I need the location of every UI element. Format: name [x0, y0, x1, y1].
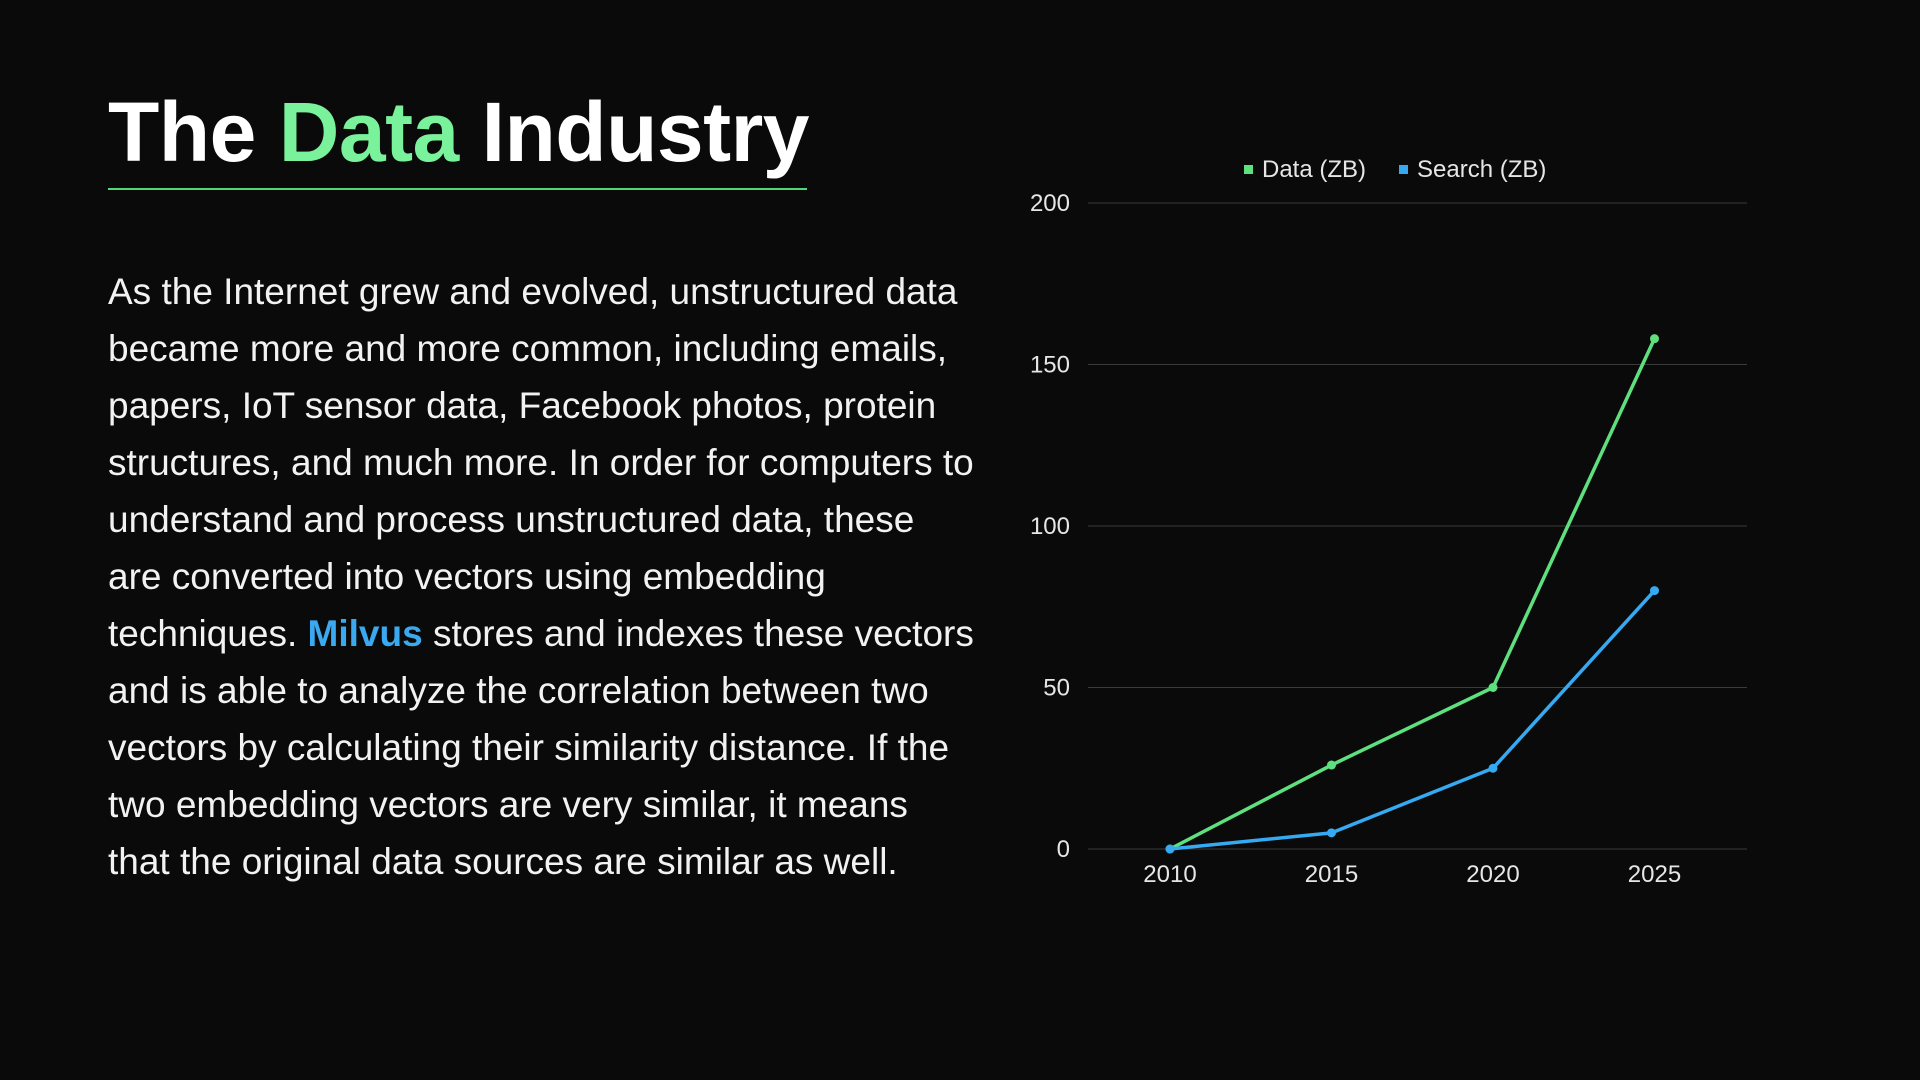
body-paragraph: As the Internet grew and evolved, unstru… — [108, 263, 978, 890]
series-line-data — [1168, 336, 1657, 851]
body-text-after: stores and indexes these vectors and is … — [108, 613, 974, 882]
data-point-data — [1488, 683, 1498, 692]
series-line-search — [1168, 588, 1657, 851]
data-point-search — [1650, 586, 1659, 596]
x-tick-label: 2020 — [1466, 861, 1519, 888]
y-tick-label: 200 — [1030, 190, 1070, 217]
legend-label-data: Data (ZB) — [1262, 156, 1366, 183]
x-axis-ticks: 2010 2015 2020 2025 — [1143, 861, 1681, 888]
title-part-2: Industry — [458, 85, 810, 179]
y-tick-label: 0 — [1057, 836, 1070, 863]
body-text-before: As the Internet grew and evolved, unstru… — [108, 271, 974, 654]
data-point-search — [1488, 763, 1498, 773]
y-tick-label: 50 — [1043, 675, 1070, 702]
y-tick-label: 100 — [1030, 513, 1070, 540]
title-highlight: Data — [278, 85, 460, 179]
data-point-data — [1327, 760, 1336, 770]
x-tick-label: 2015 — [1305, 861, 1358, 888]
data-point-data — [1650, 334, 1659, 344]
legend-marker-data — [1244, 165, 1253, 174]
x-tick-label: 2025 — [1628, 861, 1681, 888]
title-underline — [108, 188, 807, 190]
legend-marker-search — [1399, 165, 1408, 174]
x-tick-label: 2010 — [1143, 861, 1196, 888]
data-point-search — [1165, 844, 1175, 854]
grid: 0 50 100 150 200 — [1030, 190, 1747, 863]
legend: Data (ZB) Search (ZB) — [1244, 156, 1546, 183]
milvus-highlight: Milvus — [307, 613, 423, 654]
legend-label-search: Search (ZB) — [1417, 156, 1546, 183]
slide-title: The Data Industry — [108, 82, 809, 182]
series — [1165, 334, 1659, 854]
title-part-1: The — [108, 85, 279, 179]
data-point-search — [1327, 828, 1336, 838]
y-tick-label: 150 — [1030, 352, 1070, 379]
